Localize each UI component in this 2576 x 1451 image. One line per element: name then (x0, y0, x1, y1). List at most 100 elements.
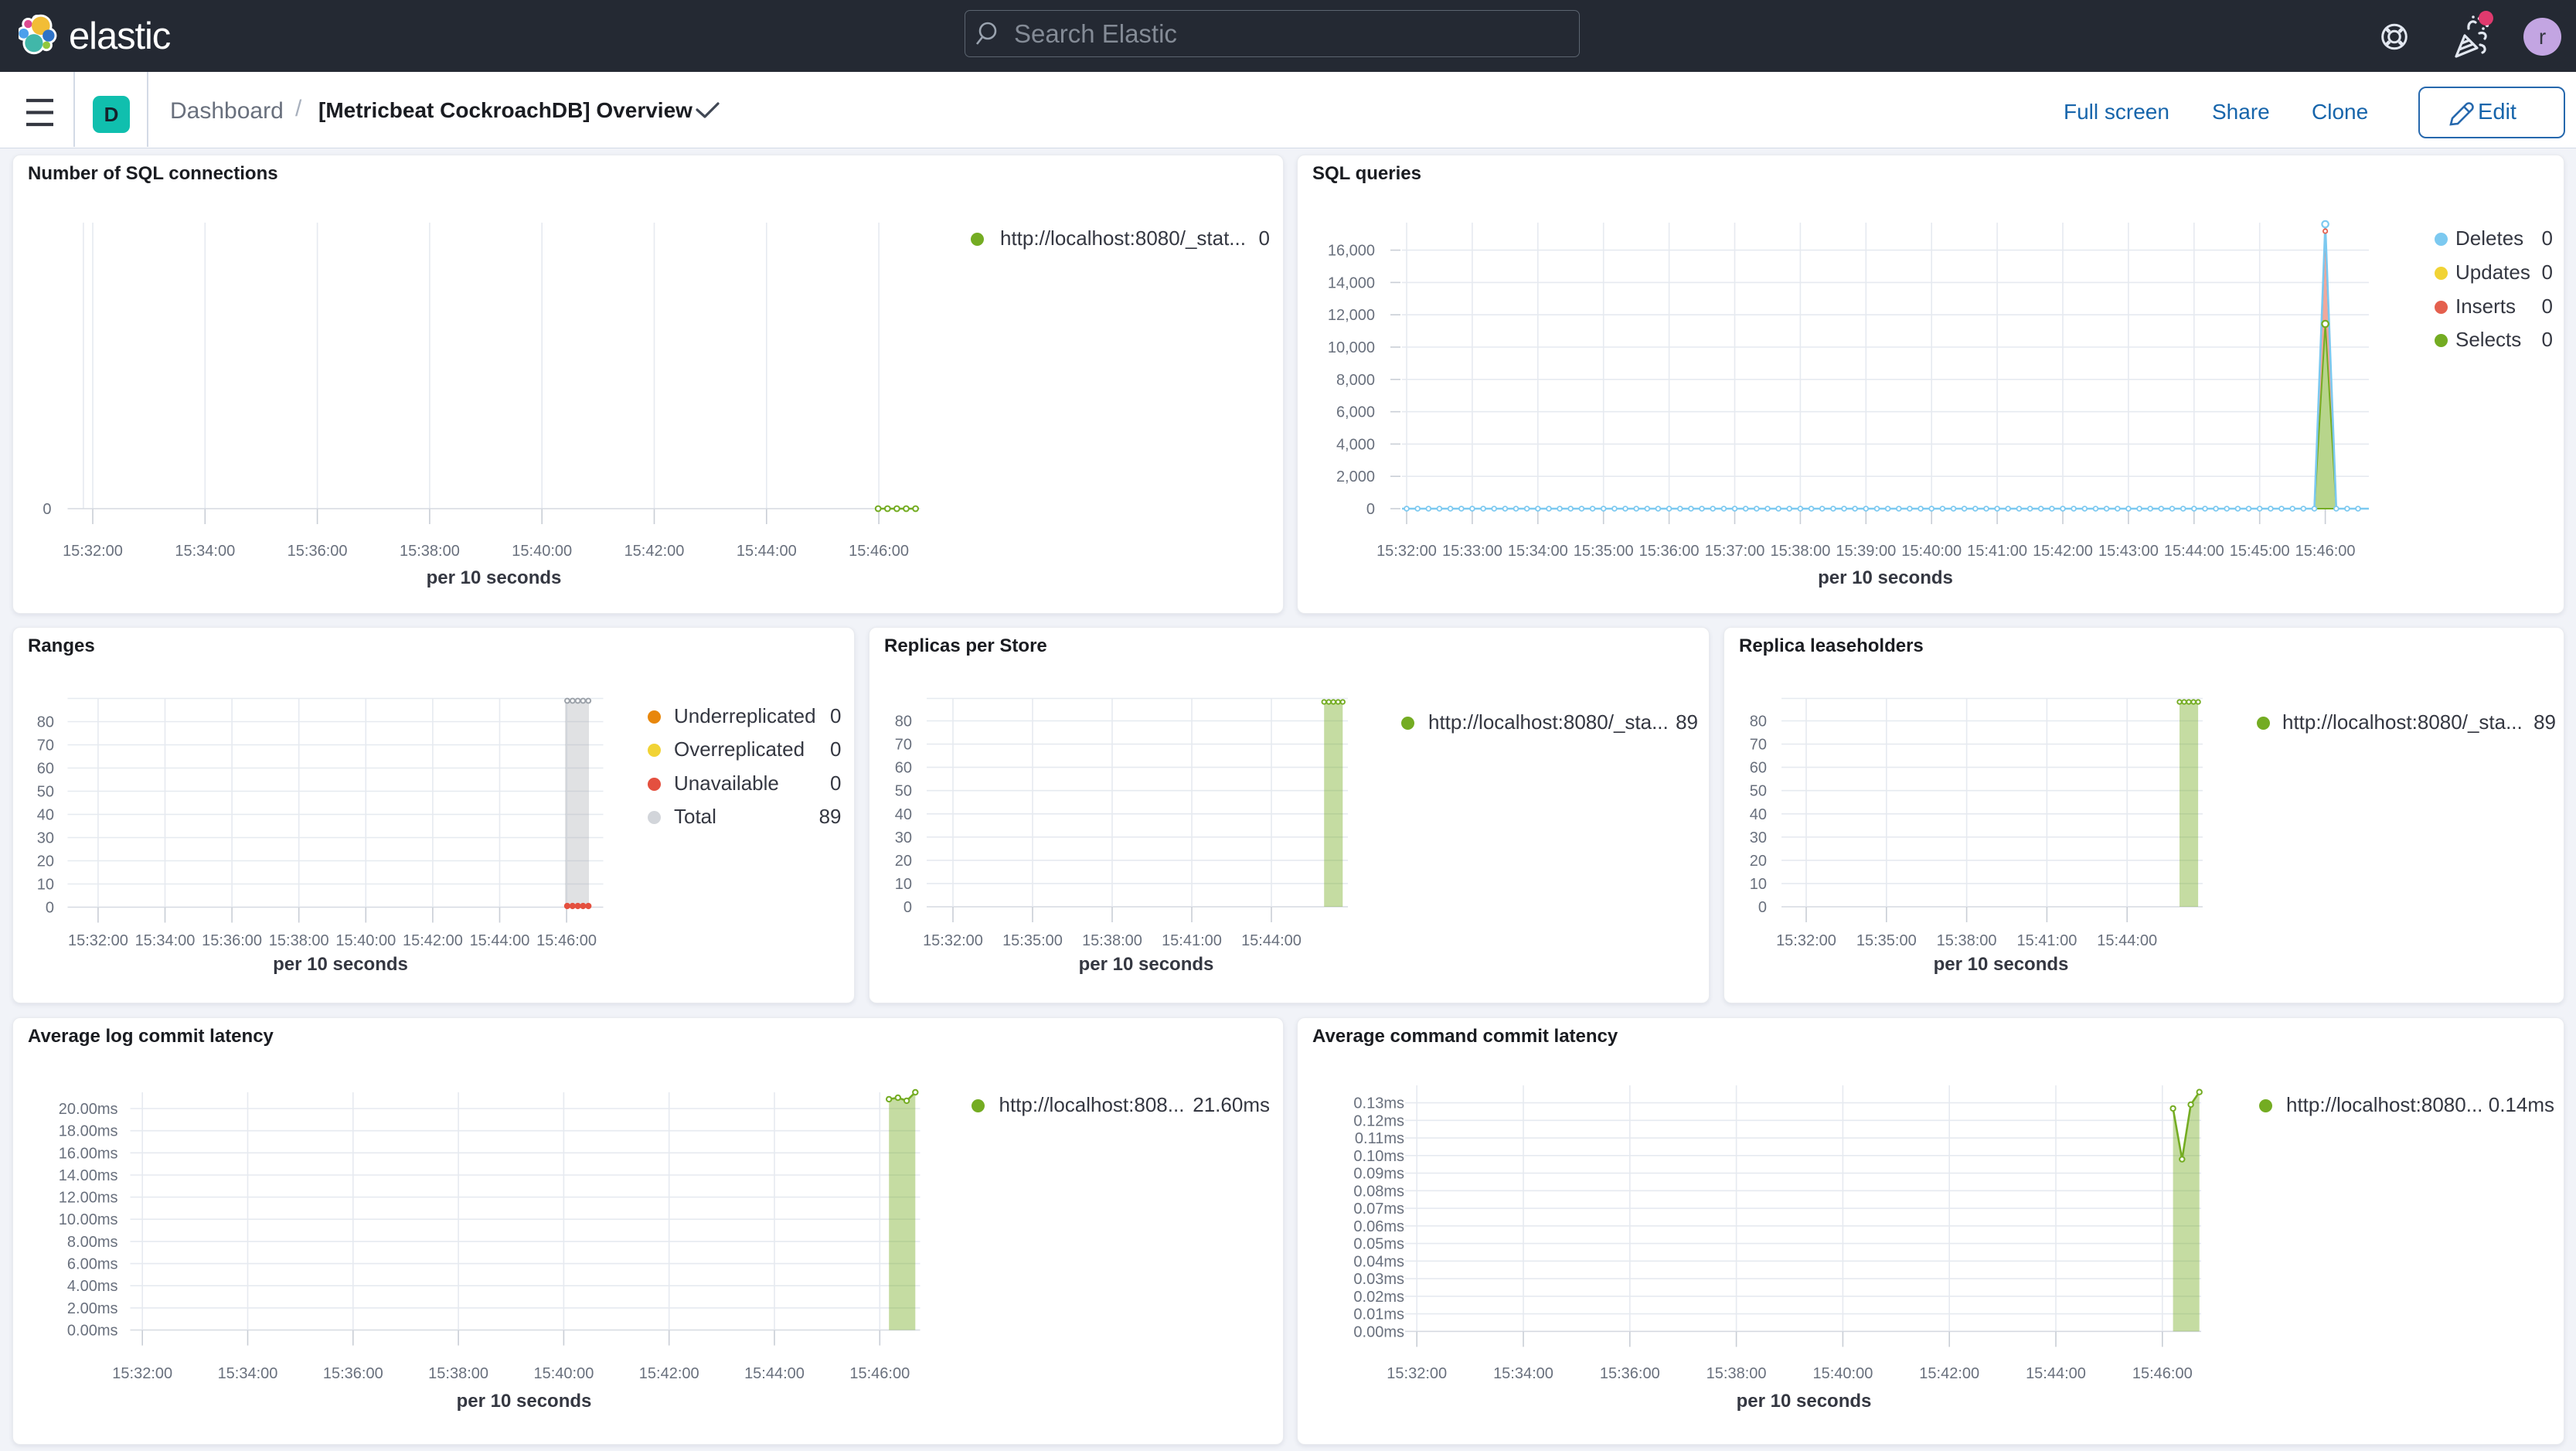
svg-text:8,000: 8,000 (1336, 372, 1375, 389)
svg-text:70: 70 (36, 737, 53, 754)
svg-text:15:35:00: 15:35:00 (1856, 932, 1917, 949)
svg-text:per 10 seconds: per 10 seconds (1818, 567, 1953, 588)
svg-text:0.12ms: 0.12ms (1353, 1112, 1404, 1129)
svg-text:0.13ms: 0.13ms (1353, 1095, 1404, 1112)
svg-text:15:40:00: 15:40:00 (512, 543, 572, 560)
svg-text:15:44:00: 15:44:00 (469, 932, 529, 949)
svg-text:0.08ms: 0.08ms (1353, 1183, 1404, 1200)
svg-text:0: 0 (43, 501, 51, 518)
svg-text:per 10 seconds: per 10 seconds (426, 567, 561, 588)
svg-text:10: 10 (1750, 876, 1767, 893)
svg-text:per 10 seconds: per 10 seconds (1737, 1391, 1872, 1412)
svg-text:15:45:00: 15:45:00 (2230, 543, 2290, 560)
svg-text:80: 80 (36, 714, 53, 731)
svg-text:10: 10 (36, 877, 53, 894)
svg-text:50: 50 (36, 784, 53, 801)
svg-text:15:46:00: 15:46:00 (2132, 1365, 2193, 1382)
svg-text:2,000: 2,000 (1336, 468, 1375, 485)
svg-text:15:42:00: 15:42:00 (2033, 543, 2093, 560)
svg-text:40: 40 (1750, 806, 1767, 823)
svg-text:30: 30 (895, 829, 912, 846)
svg-text:60: 60 (1750, 760, 1767, 777)
svg-text:15:34:00: 15:34:00 (175, 543, 235, 560)
svg-text:15:39:00: 15:39:00 (1836, 543, 1896, 560)
svg-text:0.01ms: 0.01ms (1353, 1306, 1404, 1323)
svg-text:15:44:00: 15:44:00 (736, 543, 796, 560)
svg-text:20: 20 (36, 853, 53, 870)
svg-text:15:36:00: 15:36:00 (1600, 1365, 1660, 1382)
svg-text:40: 40 (895, 806, 912, 823)
svg-text:15:44:00: 15:44:00 (744, 1365, 805, 1382)
svg-text:15:32:00: 15:32:00 (63, 543, 123, 560)
svg-text:4,000: 4,000 (1336, 436, 1375, 453)
svg-text:15:36:00: 15:36:00 (287, 543, 347, 560)
svg-text:70: 70 (895, 737, 912, 754)
svg-text:10,000: 10,000 (1328, 339, 1375, 356)
svg-text:15:32:00: 15:32:00 (67, 932, 128, 949)
svg-text:15:43:00: 15:43:00 (2098, 543, 2159, 560)
svg-text:15:38:00: 15:38:00 (1707, 1365, 1767, 1382)
svg-text:15:32:00: 15:32:00 (1776, 932, 1836, 949)
svg-text:20: 20 (1750, 853, 1767, 870)
svg-text:15:38:00: 15:38:00 (1082, 932, 1142, 949)
svg-text:15:37:00: 15:37:00 (1705, 543, 1765, 560)
svg-text:15:41:00: 15:41:00 (1162, 932, 1222, 949)
svg-text:20: 20 (895, 853, 912, 870)
svg-text:70: 70 (1750, 737, 1767, 754)
svg-text:15:38:00: 15:38:00 (428, 1365, 488, 1382)
svg-text:per 10 seconds: per 10 seconds (1934, 954, 2069, 975)
svg-text:15:36:00: 15:36:00 (322, 1365, 383, 1382)
svg-text:15:34:00: 15:34:00 (134, 932, 195, 949)
svg-text:20.00ms: 20.00ms (58, 1101, 117, 1118)
svg-text:15:46:00: 15:46:00 (2295, 543, 2356, 560)
svg-text:0.03ms: 0.03ms (1353, 1271, 1404, 1288)
svg-text:0.07ms: 0.07ms (1353, 1201, 1404, 1218)
svg-text:30: 30 (1750, 829, 1767, 846)
svg-text:15:40:00: 15:40:00 (1812, 1365, 1873, 1382)
svg-text:15:42:00: 15:42:00 (638, 1365, 699, 1382)
svg-text:0.06ms: 0.06ms (1353, 1218, 1404, 1235)
svg-text:15:42:00: 15:42:00 (624, 543, 684, 560)
svg-text:15:46:00: 15:46:00 (536, 932, 597, 949)
svg-text:15:40:00: 15:40:00 (533, 1365, 594, 1382)
svg-text:16,000: 16,000 (1328, 243, 1375, 260)
svg-text:15:34:00: 15:34:00 (1508, 543, 1568, 560)
svg-text:0.09ms: 0.09ms (1353, 1166, 1404, 1183)
svg-text:15:34:00: 15:34:00 (1493, 1365, 1553, 1382)
svg-text:30: 30 (36, 830, 53, 847)
svg-text:12,000: 12,000 (1328, 307, 1375, 324)
svg-text:15:46:00: 15:46:00 (849, 543, 909, 560)
svg-text:15:42:00: 15:42:00 (402, 932, 462, 949)
svg-text:per 10 seconds: per 10 seconds (1079, 954, 1214, 975)
svg-text:40: 40 (36, 807, 53, 824)
svg-text:0: 0 (1758, 899, 1767, 916)
svg-text:15:38:00: 15:38:00 (1770, 543, 1830, 560)
svg-text:15:32:00: 15:32:00 (112, 1365, 172, 1382)
svg-text:50: 50 (1750, 783, 1767, 800)
svg-text:15:41:00: 15:41:00 (2016, 932, 2077, 949)
svg-text:15:36:00: 15:36:00 (202, 932, 262, 949)
svg-text:15:40:00: 15:40:00 (335, 932, 396, 949)
svg-text:15:32:00: 15:32:00 (923, 932, 983, 949)
svg-text:18.00ms: 18.00ms (58, 1123, 117, 1140)
svg-text:15:33:00: 15:33:00 (1442, 543, 1502, 560)
svg-text:15:44:00: 15:44:00 (2097, 932, 2157, 949)
svg-text:15:44:00: 15:44:00 (2026, 1365, 2086, 1382)
svg-text:15:35:00: 15:35:00 (1574, 543, 1634, 560)
svg-text:80: 80 (895, 714, 912, 731)
svg-text:15:44:00: 15:44:00 (1241, 932, 1302, 949)
svg-text:0: 0 (903, 899, 912, 916)
svg-text:0.11ms: 0.11ms (1355, 1130, 1404, 1147)
svg-text:14,000: 14,000 (1328, 274, 1375, 291)
svg-text:0.00ms: 0.00ms (1353, 1323, 1404, 1340)
svg-text:15:38:00: 15:38:00 (399, 543, 459, 560)
svg-text:15:35:00: 15:35:00 (1002, 932, 1063, 949)
svg-text:4.00ms: 4.00ms (66, 1278, 117, 1295)
svg-text:15:34:00: 15:34:00 (217, 1365, 277, 1382)
svg-text:60: 60 (895, 760, 912, 777)
svg-text:12.00ms: 12.00ms (58, 1190, 117, 1207)
svg-text:2.00ms: 2.00ms (66, 1300, 117, 1317)
svg-text:10: 10 (895, 876, 912, 893)
svg-text:50: 50 (895, 783, 912, 800)
svg-text:15:32:00: 15:32:00 (1387, 1365, 1447, 1382)
